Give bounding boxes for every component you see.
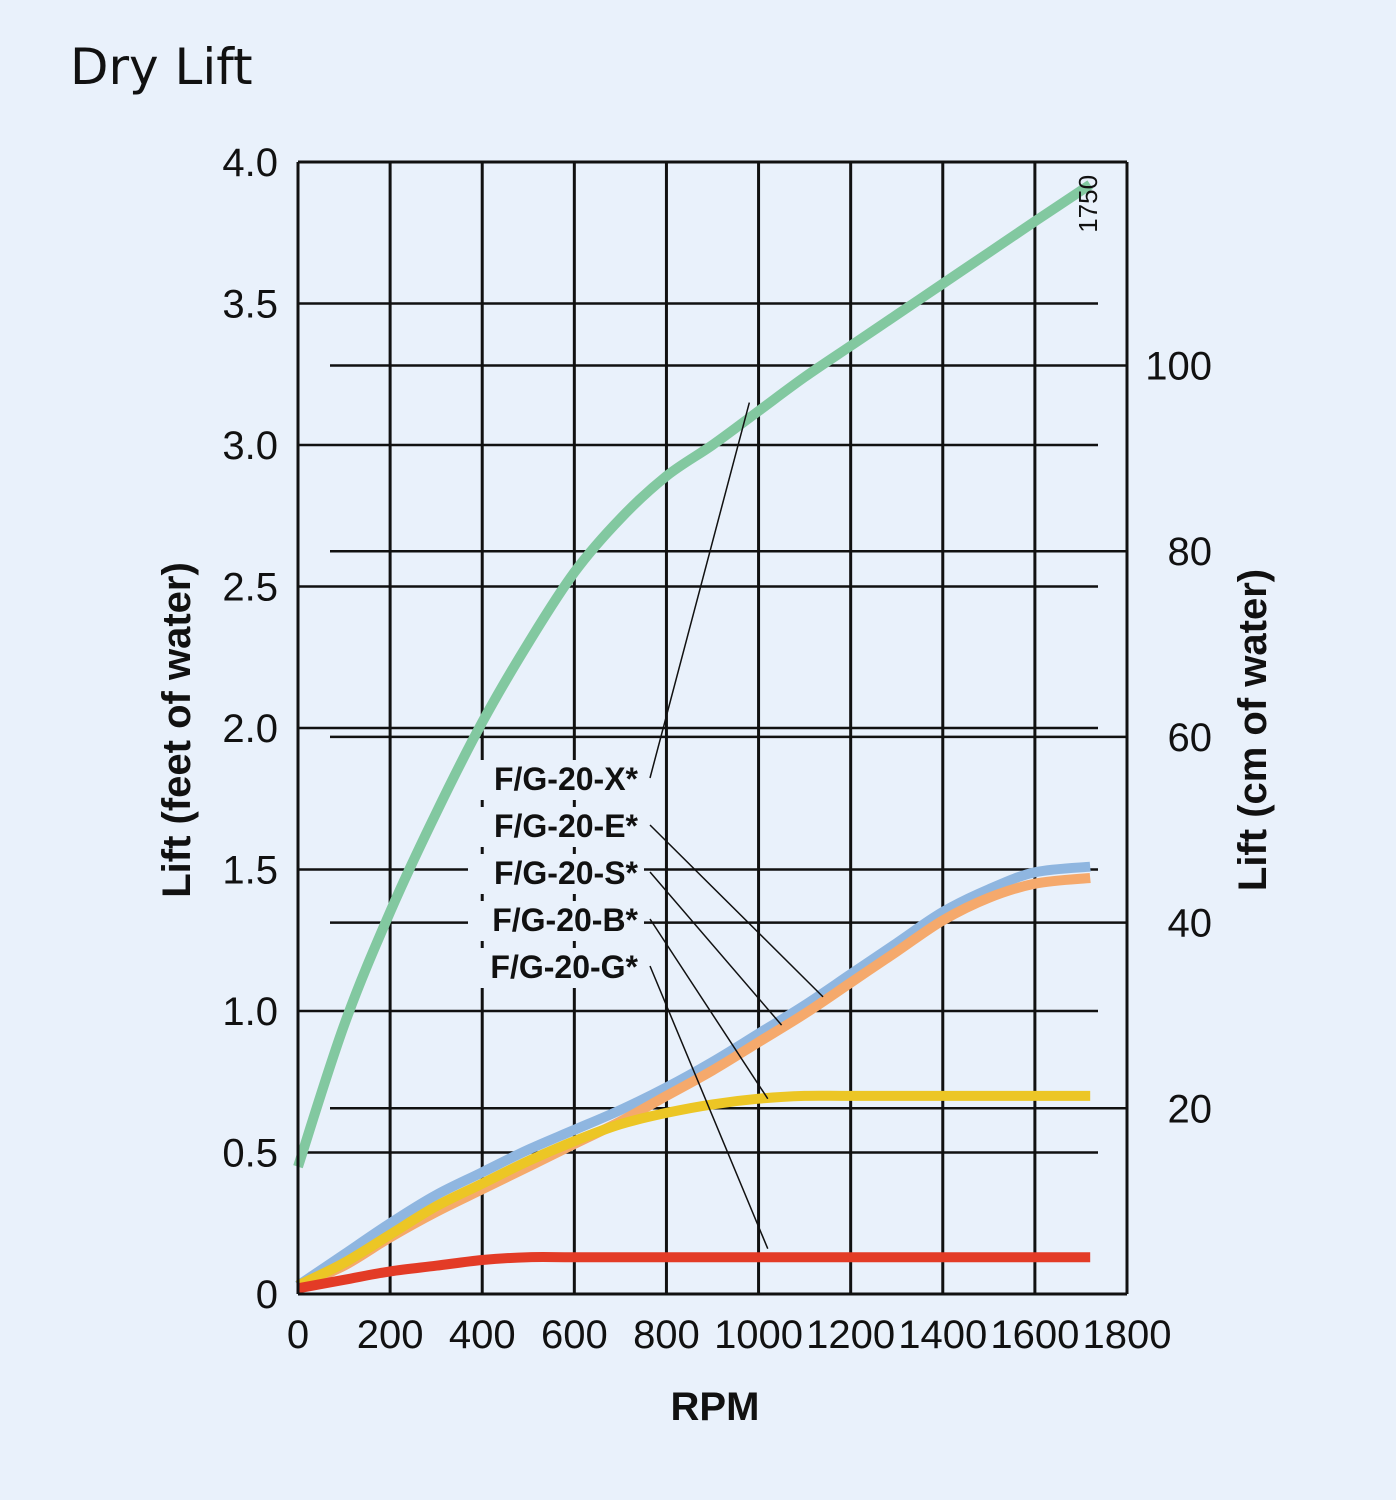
series-label-bg xyxy=(468,901,644,941)
x-axis-label: RPM xyxy=(671,1385,760,1429)
y-tick-label: 0 xyxy=(256,1273,278,1317)
tick-labels: 0 200 400 600 800 1000 1200 1400 1600 1800 0 0.5 1.0… xyxy=(222,141,1212,1357)
y2-tick-label: 40 xyxy=(1168,902,1213,946)
y2-tick-label: 20 xyxy=(1168,1087,1213,1131)
y-tick-label: 2.0 xyxy=(222,707,278,751)
series-label-bg xyxy=(468,760,644,800)
leader-line-f-g-20-b xyxy=(649,918,769,1100)
leader-line-f-g-20-x xyxy=(649,402,751,779)
grid xyxy=(298,162,1127,1294)
series-labels: F/G-20-X* F/G-20-E* F/G-20-S* F/G-20-B* F/G-… xyxy=(468,760,644,988)
x-tick-label: 1800 xyxy=(1083,1313,1172,1357)
x-tick-label: 1600 xyxy=(990,1313,1079,1357)
series-label-bg xyxy=(468,854,644,894)
y-tick-label: 0.5 xyxy=(222,1132,278,1176)
rpm-annotation: 1750 xyxy=(1073,175,1103,233)
series-line-f-g-20-s xyxy=(296,873,1091,1291)
y2-tick-label: 100 xyxy=(1145,345,1212,389)
x-tick-label: 1400 xyxy=(898,1313,987,1357)
series-label-f-g-20-e: F/G-20-E* xyxy=(494,808,639,844)
series-label-f-g-20-x: F/G-20-X* xyxy=(494,761,639,797)
y2-tick-label: 80 xyxy=(1168,530,1213,574)
series-line-f-g-20-x xyxy=(293,180,1093,1169)
x-tick-label: 0 xyxy=(287,1313,309,1357)
series-line-f-g-20-b xyxy=(295,1090,1091,1290)
plot-frame xyxy=(296,160,1129,1296)
y-tick-label: 3.0 xyxy=(222,424,278,468)
series-line-f-g-20-g xyxy=(297,1251,1091,1294)
y-tick-label: 3.5 xyxy=(222,283,278,327)
x-tick-label: 1200 xyxy=(806,1313,895,1357)
x-tick-label: 200 xyxy=(357,1313,424,1357)
series-label-f-g-20-g: F/G-20-G* xyxy=(490,949,638,985)
y-tick-label: 1.5 xyxy=(222,849,278,893)
series-lines xyxy=(293,180,1093,1294)
leader-line-f-g-20-e xyxy=(649,824,824,998)
x-tick-label: 600 xyxy=(541,1313,608,1357)
y2-tick-label: 60 xyxy=(1168,716,1213,760)
y-tick-label: 4.0 xyxy=(222,141,278,185)
series-label-f-g-20-s: F/G-20-S* xyxy=(494,855,639,891)
x-tick-label: 400 xyxy=(449,1313,516,1357)
y-tick-label: 2.5 xyxy=(222,566,278,610)
y-tick-label: 1.0 xyxy=(222,990,278,1034)
series-line-f-g-20-e xyxy=(295,861,1091,1290)
series-leader-lines xyxy=(649,402,824,1250)
y-axis-label: Lift (feet of water) xyxy=(155,562,199,898)
series-label-bg xyxy=(468,807,644,847)
x-tick-label: 800 xyxy=(633,1313,700,1357)
leader-line-f-g-20-g xyxy=(649,965,769,1250)
series-label-bg xyxy=(468,948,644,988)
y2-axis-label: Lift (cm of water) xyxy=(1231,569,1275,891)
chart-title: Dry Lift xyxy=(70,38,253,96)
x-tick-label: 1000 xyxy=(714,1313,803,1357)
leader-line-f-g-20-s xyxy=(649,871,783,1026)
series-label-f-g-20-b: F/G-20-B* xyxy=(492,902,638,938)
